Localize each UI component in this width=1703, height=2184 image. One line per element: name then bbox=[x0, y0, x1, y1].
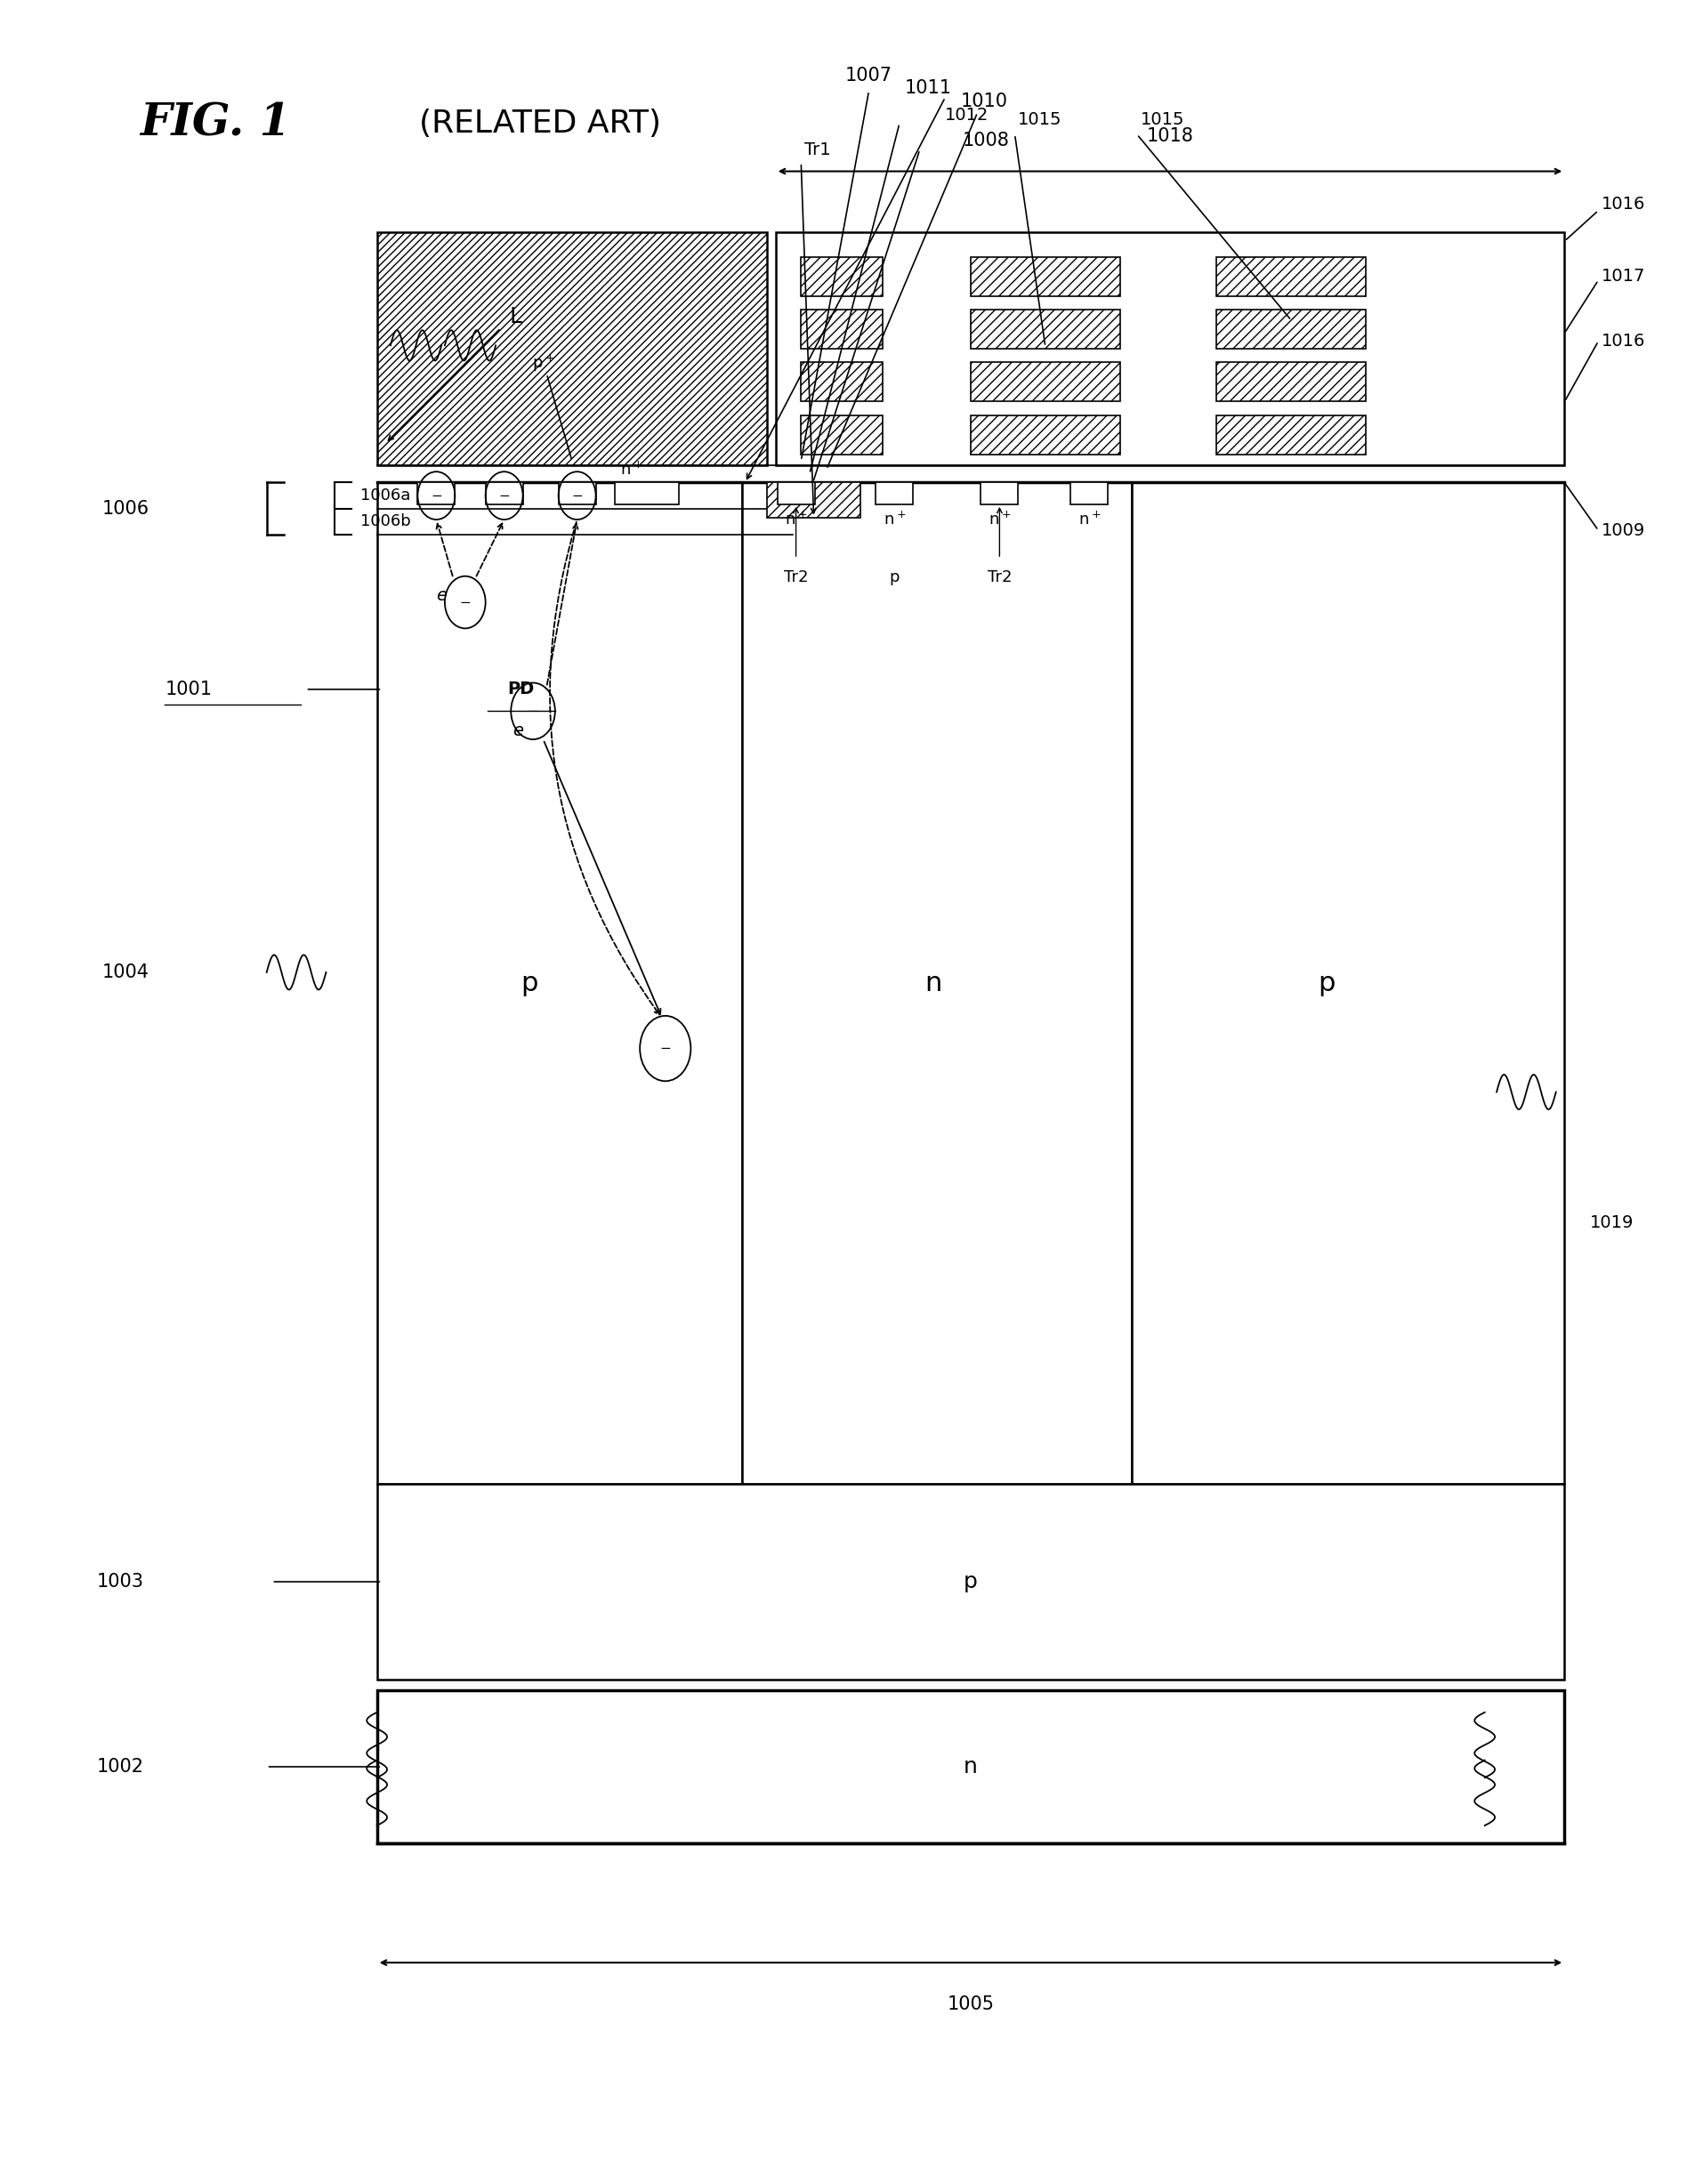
Bar bbox=[1216, 363, 1366, 402]
Bar bbox=[800, 310, 882, 349]
Text: Tr2: Tr2 bbox=[783, 570, 807, 585]
Bar bbox=[971, 310, 1119, 349]
Bar bbox=[875, 483, 913, 505]
Bar bbox=[775, 232, 1563, 465]
Text: p$^+$: p$^+$ bbox=[531, 352, 553, 373]
Text: n: n bbox=[925, 970, 942, 996]
Text: −: − bbox=[571, 489, 582, 502]
Text: n$^+$: n$^+$ bbox=[785, 511, 807, 529]
Bar bbox=[485, 483, 523, 505]
Text: 1018: 1018 bbox=[1146, 127, 1192, 144]
Text: e: e bbox=[436, 587, 446, 605]
Text: −: − bbox=[526, 705, 538, 719]
Text: p: p bbox=[964, 1570, 978, 1592]
Text: 1016: 1016 bbox=[1601, 197, 1645, 212]
Bar bbox=[1216, 258, 1366, 295]
Text: 1016: 1016 bbox=[1601, 332, 1645, 349]
Bar bbox=[1216, 415, 1366, 454]
Bar bbox=[741, 483, 1131, 1483]
Text: FIG. 1: FIG. 1 bbox=[140, 103, 290, 144]
Bar bbox=[1069, 483, 1107, 505]
Bar bbox=[376, 1483, 1563, 1679]
Text: n$^+$: n$^+$ bbox=[882, 511, 904, 529]
Bar bbox=[800, 415, 882, 454]
Bar bbox=[376, 483, 741, 1483]
Bar bbox=[981, 483, 1018, 505]
Text: 1012: 1012 bbox=[945, 107, 989, 124]
Text: −: − bbox=[659, 1042, 671, 1055]
Text: 1006: 1006 bbox=[102, 500, 150, 518]
Text: p: p bbox=[521, 970, 538, 996]
Text: n: n bbox=[964, 1756, 978, 1778]
Text: 1011: 1011 bbox=[904, 79, 952, 98]
Text: 1015: 1015 bbox=[1139, 111, 1184, 129]
Text: 1007: 1007 bbox=[845, 66, 892, 85]
Bar bbox=[1131, 483, 1563, 1483]
Bar bbox=[800, 363, 882, 402]
Text: 1015: 1015 bbox=[1018, 111, 1061, 129]
Text: n$^+$: n$^+$ bbox=[1078, 511, 1100, 529]
Text: 1017: 1017 bbox=[1601, 266, 1645, 284]
Text: 1006a: 1006a bbox=[359, 487, 410, 505]
Bar bbox=[800, 258, 882, 295]
Bar bbox=[766, 483, 860, 518]
Text: n$^+$: n$^+$ bbox=[988, 511, 1010, 529]
Bar bbox=[559, 483, 596, 505]
Text: 1004: 1004 bbox=[102, 963, 150, 981]
Text: 1001: 1001 bbox=[165, 681, 211, 699]
Text: 1002: 1002 bbox=[97, 1758, 145, 1776]
Text: −: − bbox=[431, 489, 441, 502]
Bar bbox=[971, 363, 1119, 402]
Text: 1008: 1008 bbox=[962, 131, 1008, 149]
Text: 1019: 1019 bbox=[1589, 1214, 1633, 1232]
Bar bbox=[615, 483, 678, 505]
Bar bbox=[777, 483, 814, 505]
Bar bbox=[417, 483, 455, 505]
Text: 1005: 1005 bbox=[947, 1996, 995, 2014]
Text: e: e bbox=[513, 723, 523, 738]
Bar bbox=[376, 232, 766, 465]
Bar bbox=[971, 258, 1119, 295]
Text: Tr2: Tr2 bbox=[986, 570, 1012, 585]
Text: 1003: 1003 bbox=[97, 1572, 145, 1590]
Bar bbox=[971, 415, 1119, 454]
Text: 1009: 1009 bbox=[1601, 522, 1645, 539]
Text: 1006b: 1006b bbox=[359, 513, 410, 531]
Text: PD: PD bbox=[507, 681, 535, 697]
Text: n$^+$: n$^+$ bbox=[620, 461, 642, 478]
Text: p: p bbox=[1318, 970, 1335, 996]
Bar bbox=[376, 1690, 1563, 1843]
Text: −: − bbox=[499, 489, 509, 502]
Text: L: L bbox=[509, 306, 521, 328]
Bar bbox=[1216, 310, 1366, 349]
Text: −: − bbox=[460, 596, 470, 609]
Text: 1010: 1010 bbox=[960, 92, 1006, 111]
Text: Tr1: Tr1 bbox=[804, 142, 831, 157]
Text: p: p bbox=[889, 570, 899, 585]
Text: (RELATED ART): (RELATED ART) bbox=[419, 109, 661, 138]
